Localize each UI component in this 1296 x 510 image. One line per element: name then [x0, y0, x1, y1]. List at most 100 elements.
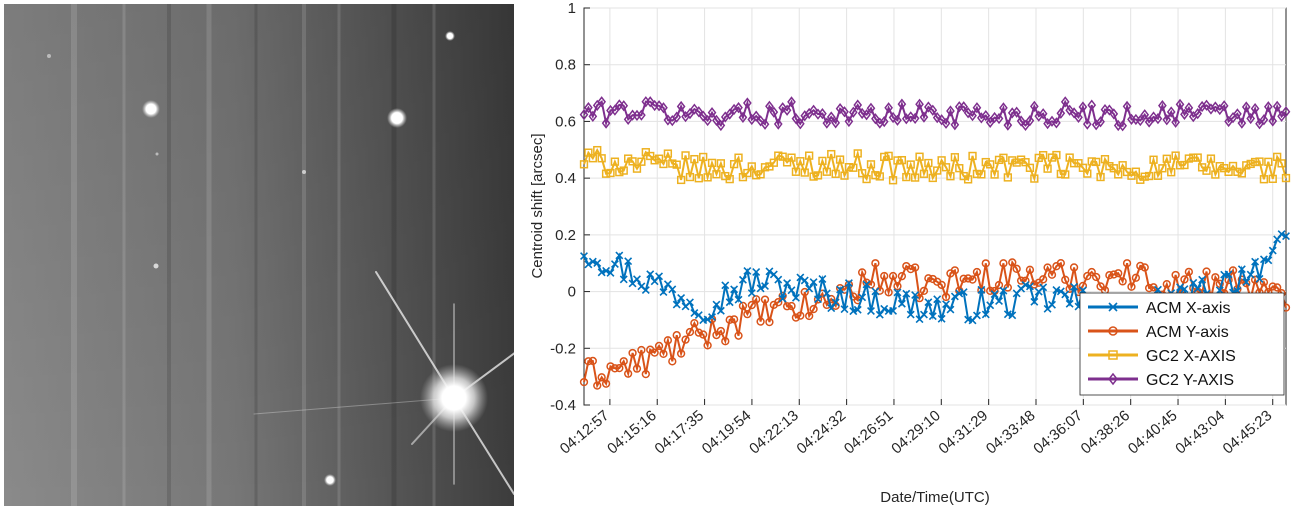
data-point: [1206, 154, 1216, 163]
series-gc2-y-axis: [579, 96, 1291, 132]
data-point: [1043, 164, 1052, 173]
data-point: [1211, 273, 1220, 282]
legend-label: ACM X-axis: [1146, 300, 1230, 317]
data-point: [1197, 100, 1207, 113]
star-field-image: [4, 4, 514, 506]
data-point: [941, 117, 951, 129]
data-point: [1078, 101, 1088, 113]
data-point: [844, 115, 854, 128]
x-tick-label: 04:17:35: [651, 407, 707, 458]
data-point: [588, 257, 597, 266]
data-point: [928, 104, 938, 116]
data-point: [760, 118, 770, 130]
data-point: [937, 314, 946, 323]
data-point: [1246, 159, 1255, 169]
data-point: [1122, 259, 1132, 268]
data-point: [835, 155, 845, 164]
data-point: [597, 373, 606, 382]
data-point: [1109, 108, 1119, 120]
data-point: [1215, 286, 1224, 295]
data-point: [999, 102, 1008, 114]
data-point: [1114, 170, 1123, 179]
data-point: [1131, 167, 1141, 176]
data-point: [902, 172, 911, 182]
data-point: [848, 106, 858, 118]
data-point: [1021, 119, 1030, 132]
data-point: [911, 291, 920, 300]
legend-label: GC2 Y-AXIS: [1146, 372, 1234, 389]
data-point: [884, 102, 893, 114]
data-point: [1211, 170, 1220, 179]
data-point: [1029, 100, 1039, 113]
data-point: [725, 298, 734, 307]
data-point: [694, 106, 704, 118]
data-point: [858, 169, 867, 178]
data-point: [897, 155, 907, 165]
data-point: [889, 306, 898, 315]
data-point: [1025, 265, 1035, 274]
data-point: [716, 159, 726, 168]
data-point: [1078, 286, 1087, 295]
data-point: [597, 268, 606, 277]
vertical-streaks: [71, 4, 436, 506]
data-point: [610, 157, 620, 166]
data-point: [685, 298, 694, 307]
data-point: [729, 315, 739, 324]
data-point: [1264, 256, 1273, 265]
data-point: [875, 310, 884, 319]
data-point: [646, 270, 655, 279]
data-point: [981, 310, 990, 319]
data-point: [1105, 162, 1114, 171]
data-point: [1259, 278, 1269, 287]
data-point: [676, 349, 686, 358]
data-point: [1061, 275, 1070, 284]
data-point: [606, 268, 615, 277]
data-point: [836, 285, 845, 294]
x-tick-label: 04:38:26: [1078, 407, 1134, 458]
data-point: [1189, 153, 1198, 162]
data-point: [672, 160, 681, 169]
data-point: [778, 152, 787, 161]
legend-entry: ACM X-axis: [1088, 300, 1230, 317]
data-point: [871, 287, 880, 296]
data-point: [641, 369, 650, 379]
data-point: [1149, 111, 1158, 123]
data-point: [1003, 173, 1012, 182]
data-point: [818, 156, 827, 166]
data-point: [849, 163, 858, 172]
data-point: [1228, 266, 1238, 275]
data-point: [716, 119, 726, 132]
data-point: [879, 115, 889, 128]
data-point: [1175, 98, 1185, 111]
x-tick-label: 04:45:23: [1220, 407, 1276, 458]
data-point: [924, 101, 933, 113]
data-point: [1070, 282, 1079, 291]
data-point: [840, 171, 849, 180]
data-point: [884, 151, 893, 161]
y-tick-label: -0.4: [550, 397, 576, 414]
data-point: [1250, 102, 1260, 115]
data-point: [743, 309, 752, 319]
x-tick-label: 04:15:16: [604, 407, 660, 458]
data-point: [615, 363, 624, 373]
data-point: [782, 302, 792, 311]
data-point: [1056, 287, 1065, 296]
data-point: [1140, 263, 1149, 272]
data-point: [866, 160, 876, 169]
data-point: [795, 118, 805, 130]
data-point: [597, 96, 607, 108]
data-point: [893, 288, 902, 297]
data-point: [1202, 267, 1211, 276]
data-point: [888, 111, 898, 124]
data-point: [800, 168, 809, 177]
data-point: [760, 163, 770, 172]
data-point: [1109, 164, 1118, 173]
data-point: [703, 173, 712, 182]
data-point: [756, 317, 765, 326]
data-point: [866, 102, 876, 114]
y-tick-label: 0.6: [555, 113, 576, 130]
star: [153, 263, 159, 269]
data-point: [685, 107, 695, 120]
data-point: [624, 257, 633, 266]
data-point: [1175, 161, 1185, 170]
